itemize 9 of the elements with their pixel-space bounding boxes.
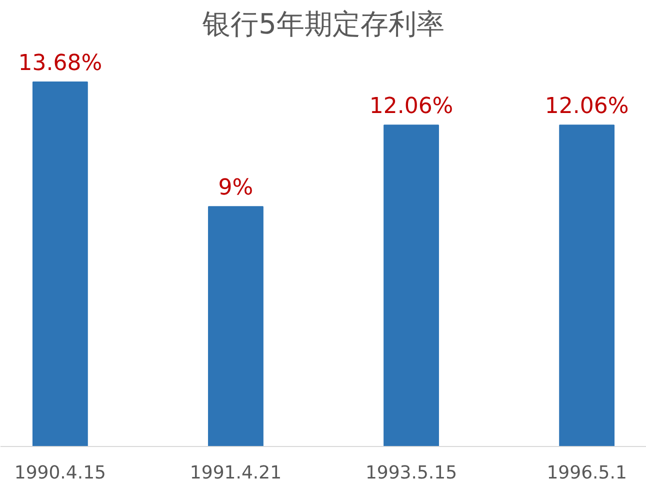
x-tick-label: 1993.5.15 [365,462,458,481]
data-label: 12.06% [544,94,629,120]
data-label: 13.68% [18,50,102,76]
x-tick-label: 1991.4.21 [190,462,282,481]
chart-title: 银行5年期定存利率 [202,8,444,40]
data-label: 9% [218,176,254,201]
data-label: 12.06% [369,94,454,120]
x-tick-label: 1996.5.1 [546,462,627,481]
x-tick-label: 1990.4.15 [14,462,106,481]
